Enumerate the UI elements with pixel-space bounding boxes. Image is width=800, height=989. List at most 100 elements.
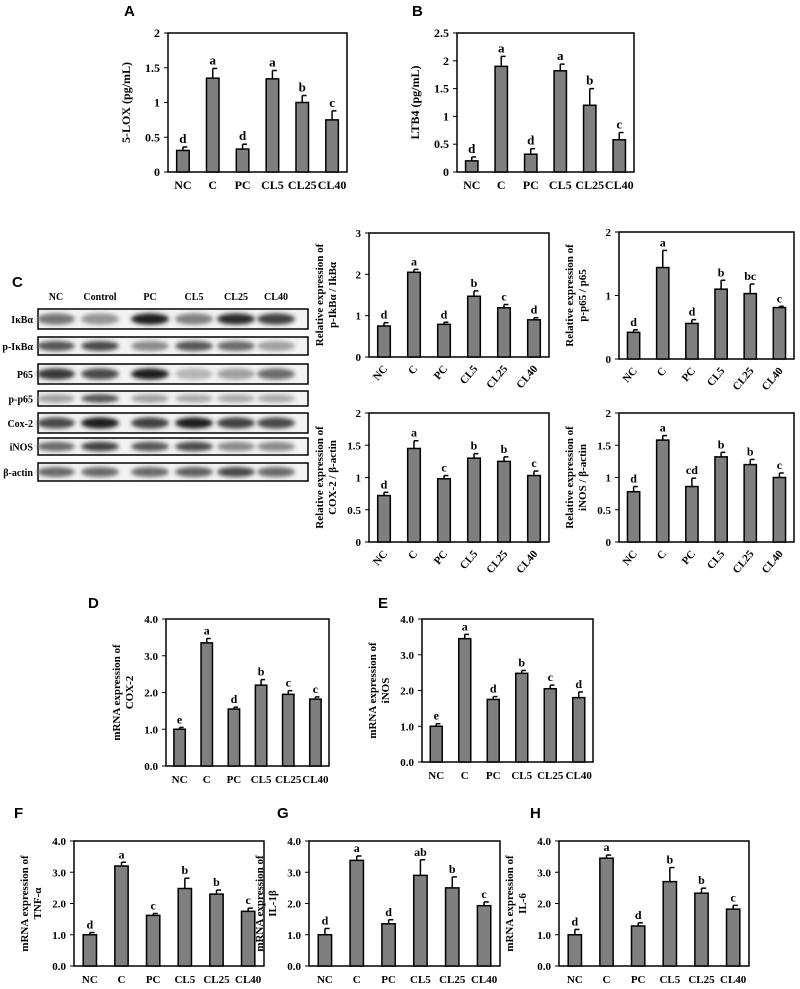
y-tick-label: 3	[356, 228, 362, 240]
significance-letter: a	[411, 254, 417, 268]
x-tick-label: PC	[486, 770, 501, 782]
x-tick-label: PC	[235, 178, 251, 192]
significance-letter: c	[616, 117, 622, 132]
panel-label: D	[88, 595, 99, 612]
x-tick-label: CL40	[514, 548, 540, 576]
y-tick-label: 2	[606, 408, 612, 420]
x-tick-label: CL25	[203, 974, 230, 986]
significance-letter: c	[531, 456, 537, 470]
y-tick-label: 1.0	[287, 930, 301, 942]
bar-CL5	[412, 874, 428, 967]
significance-letter: a	[557, 48, 564, 63]
y-tick-label: 3.0	[144, 651, 158, 663]
y-tick-label: 1	[606, 291, 612, 303]
x-tick-label: CL25	[288, 178, 317, 192]
bar-CL40	[240, 910, 256, 967]
x-tick-label: C	[208, 178, 217, 192]
x-tick-label: CL5	[251, 774, 272, 786]
x-tick-label: NC	[317, 974, 333, 986]
blot-band	[175, 340, 213, 352]
significance-letter: d	[571, 914, 578, 928]
y-tick-label: 0.0	[537, 961, 551, 973]
x-tick-label: NC	[620, 365, 639, 385]
significance-letter: b	[449, 862, 456, 876]
bar-CL40	[772, 306, 787, 360]
significance-letter: d	[381, 308, 388, 322]
bar-CL5	[265, 78, 280, 173]
y-tick-label: 0	[606, 354, 612, 366]
significance-letter: b	[471, 276, 478, 290]
significance-letter: cd	[686, 463, 698, 477]
significance-letter: c	[501, 290, 507, 304]
lane-label: Control	[83, 292, 116, 303]
plot-frame	[167, 32, 348, 173]
western-blot: C NC Control PC CL5 CL25 CL40 IκBα p-IκBα P65 p-p6…	[2, 274, 309, 482]
y-tick-label: 2.0	[287, 899, 301, 911]
x-tick-label: CL25	[688, 974, 715, 986]
y-axis-label-line: p-IkBα / IkBα	[327, 261, 339, 328]
bar-CL40	[572, 696, 586, 763]
blot-band	[175, 368, 213, 380]
significance-letter: e	[177, 712, 183, 726]
x-tick-label: CL25	[439, 974, 466, 986]
y-tick-label: 3.0	[400, 650, 414, 662]
x-tick-label: C	[655, 365, 669, 379]
y-axis-label: mRNA expression ofIL-1β	[254, 855, 279, 952]
lane-label: CL5	[185, 292, 204, 303]
x-tick-label: CL40	[318, 178, 347, 192]
bar-CL40	[526, 474, 542, 543]
x-tick-label: CL25	[575, 178, 604, 192]
significance-letter: c	[313, 682, 319, 696]
bar-C	[205, 77, 220, 173]
blot-band	[37, 417, 75, 429]
y-tick-label: 1.0	[400, 721, 414, 733]
y-axis-label: 5-LOX (pg/mL)	[119, 62, 133, 143]
plot-frame	[308, 840, 501, 967]
x-tick-label: PC	[432, 548, 451, 567]
y-tick-label: 1.5	[145, 61, 160, 75]
blot-band	[131, 340, 169, 352]
bar-CL25	[281, 693, 295, 767]
x-tick-label: C	[461, 770, 469, 782]
significance-letter: b	[698, 873, 705, 887]
chart-D: D 0.0 1.0 2.0 3.0 4.0 mRNA expression ofCOX-2 e…	[88, 595, 330, 786]
x-tick-label: NC	[428, 770, 444, 782]
blot-band	[217, 368, 255, 380]
x-tick-label: C	[603, 974, 611, 986]
x-tick-label: C	[497, 178, 506, 192]
x-tick-label: C	[406, 548, 420, 562]
y-axis-label-line: mRNA expression of	[111, 644, 123, 741]
y-axis-label-line: COX-2 / β-actin	[327, 440, 339, 515]
x-tick-label: CL25	[730, 365, 756, 393]
chart-E: E 0.0 1.0 2.0 3.0 4.0 mRNA expression ofiNOS e N…	[367, 595, 594, 782]
significance-letter: d	[322, 914, 329, 928]
y-tick-label: 0.5	[434, 137, 449, 151]
x-tick-label: C	[655, 548, 669, 562]
bar-CL40	[308, 698, 322, 767]
x-tick-label: PC	[523, 178, 539, 192]
blot-band	[217, 441, 255, 452]
bar-C	[406, 447, 422, 543]
blot-band	[37, 394, 75, 403]
blot-band	[175, 441, 213, 452]
bar-CL5	[177, 887, 193, 967]
x-tick-label: PC	[381, 974, 396, 986]
bar-CL40	[526, 319, 542, 358]
x-tick-label: NC	[82, 974, 98, 986]
panel-label: B	[412, 3, 423, 20]
bar-NC	[567, 934, 583, 967]
significance-letter: b	[213, 875, 220, 889]
y-tick-label: 4.0	[400, 614, 414, 626]
bar-NC	[376, 494, 392, 543]
x-tick-label: PC	[146, 974, 161, 986]
chart-A: A 0 0.5 1 1.5 2 5-LOX (pg/mL) d NC a Cd PC a CL5 b CL25…	[119, 3, 348, 192]
significance-letter: b	[586, 73, 593, 88]
x-tick-label: CL5	[410, 974, 431, 986]
x-tick-label: CL40	[235, 974, 262, 986]
bar-PC	[486, 698, 500, 763]
bar-PC	[227, 708, 241, 767]
bar-NC	[626, 331, 641, 360]
significance-letter: d	[441, 307, 448, 321]
bar-CL40	[476, 904, 492, 967]
